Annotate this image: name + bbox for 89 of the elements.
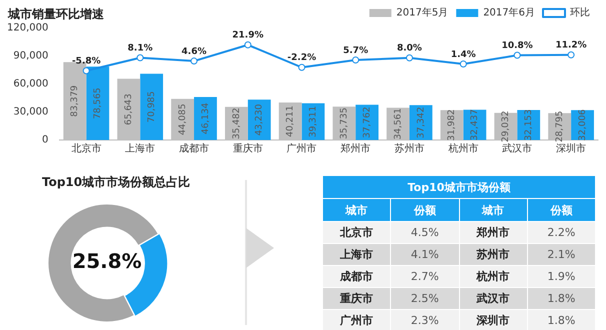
- category-label: 上海市: [323, 244, 390, 265]
- x-tick-label: 武汉市: [502, 142, 532, 155]
- category-label: 重庆市: [323, 288, 390, 309]
- point: [190, 58, 198, 65]
- text: 份额: [391, 199, 458, 221]
- category-label: 深圳市: [460, 310, 527, 330]
- category-label: 武汉市: [460, 288, 527, 309]
- point: [406, 54, 413, 62]
- text: 城市: [482, 204, 504, 216]
- data-label: 65,643: [124, 94, 134, 126]
- point: [568, 51, 575, 58]
- data-label: 40,211: [286, 105, 296, 137]
- point: [514, 52, 521, 59]
- data-label: 1.8%: [528, 310, 595, 330]
- data-label: 8.1%: [128, 44, 153, 54]
- data-label: 44,085: [178, 104, 188, 136]
- point: [352, 56, 360, 64]
- category-label: 郑州市: [460, 222, 527, 243]
- point: [298, 64, 306, 71]
- data-label: 2.5%: [391, 288, 458, 309]
- text: 城市: [323, 199, 390, 221]
- data-label: 21.9%: [232, 30, 264, 41]
- data-label: 1.8%: [528, 288, 595, 309]
- data-label: 1.4%: [450, 50, 476, 60]
- data-label: 32,006: [578, 109, 588, 141]
- data-label: 2.1%: [528, 244, 595, 265]
- category-label: 苏州市: [460, 244, 527, 265]
- data-label: 35,482: [232, 108, 242, 140]
- data-label: -5.8%: [72, 56, 101, 67]
- text: 份额: [550, 204, 572, 216]
- data-label: 1.9%: [528, 266, 595, 287]
- y-tick-label: 60,000: [13, 78, 48, 90]
- data-label: 28,795: [554, 110, 565, 142]
- data-label: 83,379: [70, 85, 80, 117]
- text: Top10城市市场份额: [323, 176, 595, 198]
- bar: [194, 96, 217, 140]
- data-label: 29,032: [501, 110, 512, 142]
- x-tick-label: 上海市: [125, 142, 156, 155]
- legend-label: 环比: [570, 6, 590, 19]
- x-tick-label: 苏州市: [394, 142, 424, 155]
- data-label: 4.5%: [391, 222, 458, 243]
- data-label: 4.1%: [391, 244, 458, 265]
- data-label: 46,134: [200, 102, 211, 134]
- legend-label: 2017年6月: [483, 6, 535, 19]
- data-label: 5.7%: [343, 46, 368, 56]
- point: [136, 54, 144, 62]
- point: [82, 67, 90, 74]
- data-label: 39,311: [308, 106, 319, 138]
- data-label: 31,982: [447, 109, 458, 141]
- x-tick-label: 杭州市: [447, 142, 478, 155]
- data-label: 11.2%: [555, 40, 587, 51]
- text: 25.8%: [72, 249, 142, 274]
- data-label: 70,985: [146, 91, 157, 123]
- x-tick-label: 郑州市: [340, 142, 371, 155]
- category-label: 成都市: [323, 266, 390, 287]
- category-label: 广州市: [323, 310, 390, 330]
- data-label: 32,437: [470, 109, 480, 141]
- x-tick-label: 北京市: [71, 142, 102, 155]
- data-label: 35,735: [340, 108, 350, 140]
- data-label: 2.2%: [528, 222, 595, 243]
- data-label: 10.8%: [502, 41, 533, 52]
- data-label: 78,565: [93, 88, 104, 120]
- chart-title: 城市销量环比增速: [8, 6, 104, 23]
- category-label: 北京市: [323, 222, 390, 243]
- point: [244, 41, 252, 48]
- bar: [140, 74, 164, 140]
- legend-label: 2017年5月: [396, 6, 448, 19]
- point: [460, 60, 467, 68]
- y-tick-label: 30,000: [13, 106, 48, 118]
- data-label: 37,762: [362, 106, 372, 138]
- data-label: 43,230: [254, 104, 265, 136]
- category-label: 杭州市: [460, 266, 527, 287]
- y-tick-label: 120,000: [6, 22, 48, 34]
- x-tick-label: 重庆市: [232, 142, 263, 155]
- y-tick-label: 90,000: [13, 50, 48, 62]
- data-label: 2.7%: [391, 266, 458, 287]
- y-tick-label: 0: [42, 134, 48, 146]
- data-label: 2.3%: [391, 310, 458, 330]
- data-label: 34,561: [393, 108, 404, 140]
- data-label: 37,342: [416, 106, 426, 138]
- data-label: 8.0%: [396, 44, 422, 54]
- data-label: 4.6%: [182, 46, 206, 57]
- chart-title: Top10城市市场份额总占比: [42, 174, 190, 191]
- bar: [248, 100, 271, 140]
- x-tick-label: 深圳市: [556, 142, 586, 155]
- data-label: 32,153: [524, 109, 534, 141]
- x-tick-label: 成都市: [179, 142, 210, 155]
- data-label: -2.2%: [287, 53, 316, 64]
- x-tick-label: 广州市: [286, 142, 317, 155]
